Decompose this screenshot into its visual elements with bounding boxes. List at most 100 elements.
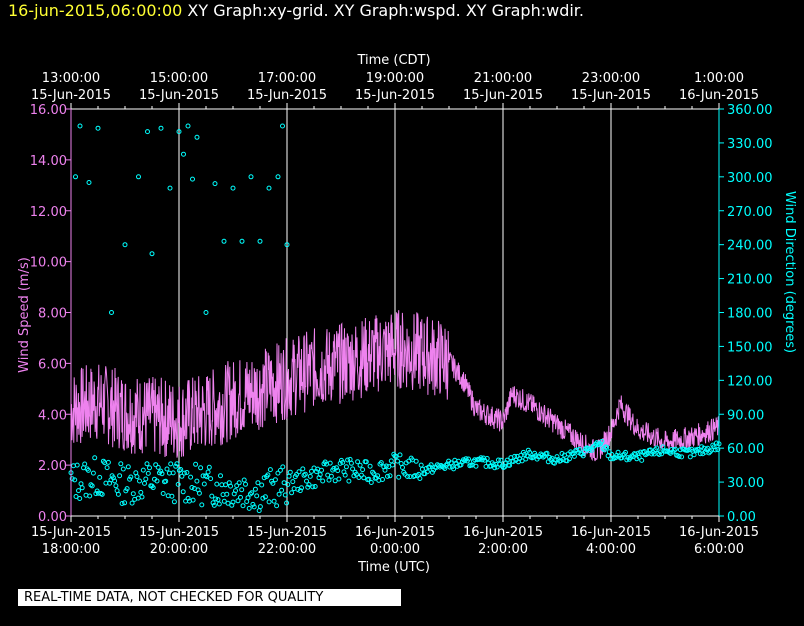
wind-direction-outlier: [109, 310, 114, 315]
wind-direction-point: [429, 469, 435, 475]
wind-direction-point: [387, 473, 393, 479]
wind-direction-point: [635, 450, 641, 456]
wind-direction-point: [570, 451, 576, 457]
wind-direction-point: [223, 482, 228, 488]
wind-direction-point: [128, 474, 134, 480]
wind-direction-point: [256, 508, 262, 514]
left-tick-label: 2.00: [38, 459, 67, 474]
left-tick-label: 6.00: [38, 357, 67, 372]
top-tick-date: 15-Jun-2015: [571, 88, 651, 103]
wind-direction-point: [326, 477, 332, 483]
top-tick-date: 15-Jun-2015: [139, 88, 219, 103]
bottom-tick-date: 16-Jun-2015: [355, 525, 435, 540]
wind-direction-outlier: [212, 181, 218, 187]
wind-direction-point: [581, 449, 587, 454]
bottom-tick-time: 0:00:00: [370, 542, 420, 557]
wind-direction-point: [309, 468, 314, 474]
wind-direction-point: [610, 456, 616, 462]
wind-direction-outlier: [230, 185, 236, 191]
left-tick-label: 14.00: [30, 154, 67, 169]
wind-direction-point: [163, 478, 169, 484]
wind-direction-point: [159, 471, 165, 477]
right-tick-label: 300.00: [727, 171, 773, 186]
left-tick-label: 4.00: [38, 408, 67, 423]
wind-speed-line: [70, 310, 720, 462]
wind-direction-point: [275, 470, 281, 476]
wind-direction-point: [371, 471, 377, 477]
bottom-tick-time: 18:00:00: [42, 542, 100, 557]
left-tick-label: 10.00: [30, 256, 67, 271]
wind-direction-point: [168, 461, 174, 467]
wind-direction-point: [82, 461, 88, 467]
wind-direction-point: [262, 494, 268, 500]
wind-direction-point: [117, 473, 123, 479]
right-tick-label: 240.00: [727, 239, 773, 254]
wind-direction-point: [276, 491, 282, 497]
wind-direction-outlier: [257, 238, 263, 244]
wind-direction-point: [343, 464, 349, 470]
wind-direction-point: [656, 452, 662, 457]
wind-direction-point: [328, 473, 334, 479]
wind-direction-point: [636, 454, 642, 460]
right-tick-label: 180.00: [727, 307, 773, 322]
wind-direction-point: [659, 451, 665, 457]
wind-direction-point: [143, 476, 149, 482]
wind-direction-outlier: [149, 251, 155, 257]
wind-direction-point: [113, 483, 119, 489]
wind-direction-point: [233, 488, 238, 494]
wind-direction-point: [125, 464, 131, 470]
wind-direction-point: [204, 474, 210, 480]
wind-direction-point: [342, 472, 348, 478]
bottom-x-axis: 15-Jun-2015 18:00:00 15-Jun-2015 20:00:00 15…: [31, 515, 759, 557]
wind-direction-point: [571, 453, 577, 459]
wind-direction-point: [335, 468, 341, 474]
wind-direction-point: [130, 491, 136, 497]
left-tick-label: 8.00: [38, 307, 67, 322]
right-y-axis: 0.00 30.00 60.00 90.00 120.00 150.00 180.00 210…: [718, 103, 773, 525]
wind-direction-point: [190, 497, 196, 503]
wind-direction-point: [170, 470, 176, 476]
wind-direction-point: [129, 500, 135, 506]
wind-direction-outlier: [275, 174, 281, 180]
wind-direction-point: [234, 483, 240, 489]
wind-direction-point: [494, 464, 500, 470]
top-tick-time: 23:00:00: [582, 71, 640, 86]
wind-direction-point: [380, 477, 385, 482]
bottom-tick-date: 15-Jun-2015: [247, 525, 327, 540]
wind-direction-point: [654, 445, 660, 451]
top-tick-date: 15-Jun-2015: [31, 88, 111, 103]
wind-direction-point: [290, 479, 296, 485]
wind-direction-point: [296, 469, 302, 475]
wind-direction-point: [228, 483, 233, 489]
left-tick-label: 12.00: [30, 205, 67, 220]
wind-direction-point: [396, 474, 402, 480]
wind-direction-point: [350, 466, 356, 472]
wind-direction-point: [144, 461, 150, 467]
wind-direction-point: [312, 484, 318, 489]
wind-direction-point: [375, 473, 381, 479]
wind-direction-point: [304, 478, 309, 484]
wind-direction-point: [257, 504, 263, 510]
wind-direction-outlier: [280, 123, 285, 129]
wind-direction-point: [179, 473, 185, 479]
header-graph-1: XY Graph:xy-grid.: [187, 1, 329, 20]
wind-direction-point: [138, 489, 144, 495]
wind-direction-point: [348, 460, 354, 466]
wind-direction-point: [199, 502, 205, 508]
right-tick-label: 90.00: [727, 408, 764, 423]
wind-direction-outlier: [185, 123, 191, 129]
wind-direction-point: [633, 451, 638, 457]
wind-direction-point: [544, 450, 550, 456]
wind-direction-point: [706, 450, 712, 456]
wind-direction-point: [210, 500, 216, 506]
wind-direction-outlier: [167, 185, 173, 191]
wind-direction-point: [679, 454, 685, 460]
bottom-tick-date: 16-Jun-2015: [571, 525, 651, 540]
wind-direction-point: [337, 460, 343, 466]
wind-direction-point: [181, 470, 187, 476]
wind-direction-outlier: [190, 176, 195, 182]
wind-direction-point: [90, 470, 96, 476]
top-tick-time: 13:00:00: [42, 71, 100, 86]
wind-direction-outlier: [284, 242, 290, 248]
quality-note: REAL-TIME DATA, NOT CHECKED FOR QUALITY: [18, 589, 401, 606]
